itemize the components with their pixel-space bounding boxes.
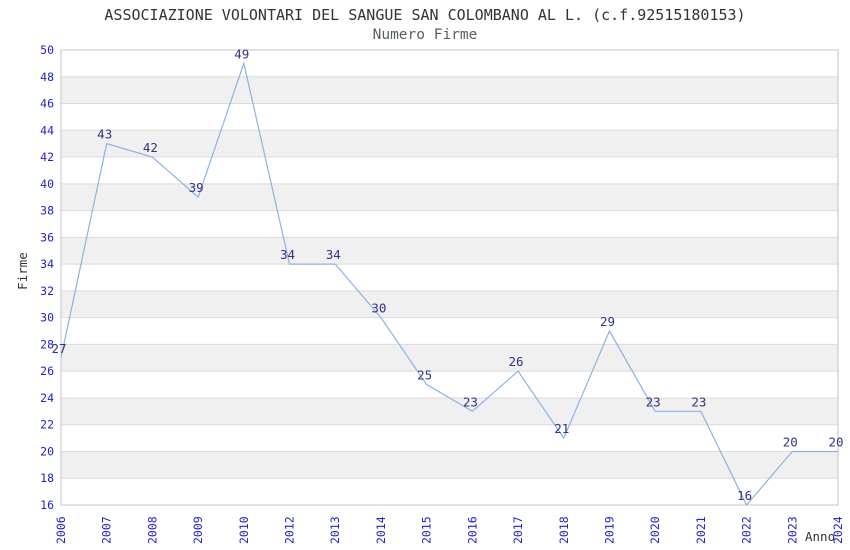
zebra-band [61,451,838,479]
y-axis-title: Firme [15,252,30,290]
data-point-label: 25 [417,368,432,383]
data-point-label: 23 [463,394,478,409]
x-tick-label: 2006 [54,516,68,544]
data-point-label: 49 [234,46,249,61]
x-tick-label: 2013 [328,516,342,544]
x-tick-label: 2015 [420,516,434,544]
data-point-labels: 27 43 42 39 49 34 34 30 25 23 26 21 29 23 23 16 20 20 [51,46,843,503]
y-tick-label: 22 [40,418,54,432]
data-point-label: 26 [509,354,524,369]
x-tick-label: 2018 [557,516,571,544]
chart-subtitle: Numero Firme [372,27,478,43]
data-point-label: 30 [371,301,386,316]
y-tick-label: 30 [40,311,54,325]
zebra-band [61,290,838,318]
data-point-label: 20 [783,434,798,449]
data-point-label: 43 [97,127,112,142]
y-tick-label: 34 [40,257,54,271]
x-tick-label: 2019 [602,516,616,544]
y-tick-label: 20 [40,444,54,458]
x-axis-tick-labels: 2006 2007 2008 2009 2010 2012 2013 2014 2015 2016… [54,516,845,544]
zebra-band [61,130,838,158]
zebra-bands-group [61,76,838,479]
y-tick-label: 42 [40,150,54,164]
x-tick-label: 2024 [831,516,845,544]
zebra-band [61,237,838,265]
x-tick-label: 2012 [283,516,297,544]
x-tick-label: 2009 [191,516,205,544]
x-tick-label: 2008 [145,516,159,544]
data-point-label: 20 [828,434,843,449]
y-tick-label: 44 [40,123,54,137]
y-tick-label: 32 [40,284,54,298]
y-tick-label: 36 [40,230,54,244]
y-tick-label: 46 [40,97,54,111]
x-tick-label: 2020 [648,516,662,544]
data-point-label: 27 [51,341,66,356]
x-tick-label: 2007 [100,516,114,544]
x-tick-label: 2023 [785,516,799,544]
x-tick-label: 2022 [740,516,754,544]
y-tick-label: 28 [40,337,54,351]
zebra-band [61,76,838,104]
x-tick-label: 2017 [511,516,525,544]
data-point-label: 21 [554,421,569,436]
data-point-label: 23 [646,394,661,409]
x-axis-title: Anno [805,529,835,544]
zebra-band [61,183,838,211]
y-tick-label: 18 [40,471,54,485]
chart-title: ASSOCIAZIONE VOLONTARI DEL SANGUE SAN CO… [104,6,746,24]
data-point-label: 16 [737,488,752,503]
plot-border [60,49,839,506]
data-point-label: 42 [143,140,158,155]
y-tick-label: 16 [40,498,54,512]
x-tick-label: 2014 [374,516,388,544]
x-tick-label: 2016 [465,516,479,544]
y-tick-label: 24 [40,391,54,405]
zebra-band [61,397,838,425]
y-tick-label: 40 [40,177,54,191]
data-point-label: 23 [691,394,706,409]
x-tick-label: 2021 [694,516,708,544]
y-tick-label: 48 [40,70,54,84]
data-point-label: 29 [600,314,615,329]
data-point-label: 34 [280,247,295,262]
y-axis-tick-labels: 16 18 20 22 24 26 28 30 32 34 36 38 40 42 44 46 48 50 [40,43,54,512]
data-point-label: 34 [326,247,341,262]
data-series-group [60,61,838,507]
zebra-band [61,344,838,372]
y-tick-label: 26 [40,364,54,378]
grid-lines-group [61,76,838,479]
data-point-label: 39 [189,180,204,195]
y-tick-label: 50 [40,43,54,57]
x-tick-label: 2010 [237,516,251,544]
data-series-line [60,61,838,507]
y-tick-label: 38 [40,204,54,218]
